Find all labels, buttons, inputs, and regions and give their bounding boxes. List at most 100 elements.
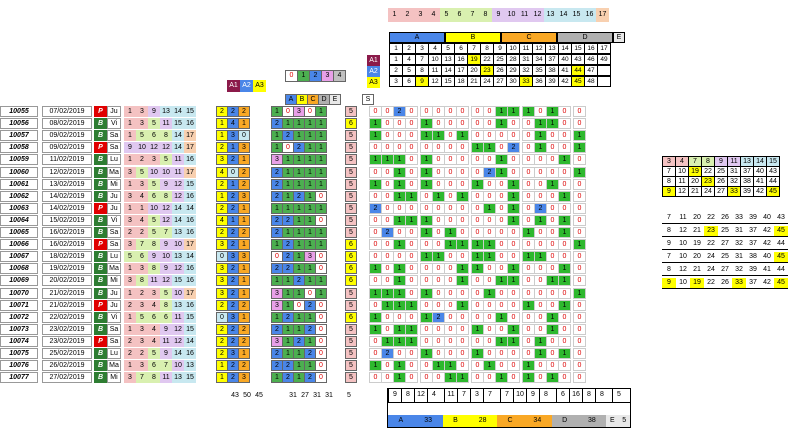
spacer (196, 317, 216, 318)
top-number: 8 (479, 8, 492, 22)
draw-id: 10071 (0, 299, 38, 311)
draw-number: 3 (136, 118, 148, 130)
spacer (196, 196, 216, 197)
bin-cell: 0 (558, 166, 571, 178)
bin-cell: 0 (558, 178, 571, 190)
draw-number: 5 (148, 227, 160, 238)
bin-cell: 0 (573, 202, 586, 214)
draw-number: 1 (124, 154, 136, 166)
draw-number: 3 (136, 299, 148, 311)
draw-number: 8 (160, 190, 172, 202)
bin-cell: 0 (456, 348, 469, 359)
spacer (196, 244, 216, 245)
draw-row: 10075 25/02/2019 B Lu 2 2 5 9 14 16 2 3 1 2 1 1 2 0 5 0 2 0 0 1… (0, 348, 586, 359)
bin-cell: 0 (573, 178, 586, 190)
draw-number: 10 (160, 251, 172, 263)
draw-g-count: 0 (315, 263, 327, 275)
spacer (196, 305, 216, 306)
draw-number: 12 (172, 335, 184, 347)
bin-cell: 0 (405, 130, 418, 142)
draw-s-count: 6 (345, 275, 357, 287)
spacer (249, 159, 271, 160)
draw-number: 13 (172, 251, 184, 263)
draw-row: 10068 19/02/2019 B Ma 1 3 8 9 12 16 3 2 1 2 2 1 1 0 6 1 0 1 0 0… (0, 263, 586, 275)
draw-day: Ju (107, 287, 121, 299)
draw-id: 10066 (0, 239, 38, 251)
spacer (249, 365, 271, 366)
group-b-header: B (445, 32, 501, 43)
a1-label: A1 (227, 80, 240, 92)
bin-cell: 1 (456, 130, 469, 142)
right-top-cell: 21 (688, 186, 702, 197)
grid-row: 2 5 8 11 14 17 20 23 26 29 32 35 38 41 44 47 (389, 65, 629, 76)
draw-row: 10055 07/02/2019 P Ju 1 3 9 13 14 15 2 2 2 1 0 3 0 1 5 0 0 2 0… (0, 106, 586, 117)
spacer (326, 268, 345, 269)
right-top-cell: 39 (740, 186, 754, 197)
draw-a-count: 1 (238, 202, 250, 214)
grid-cell: 8 (415, 65, 429, 76)
right-bottom-cell: 44 (774, 265, 788, 275)
draw-s-count: 5 (345, 348, 357, 359)
bottom-groups-row: A 33 B 28 C 34 D 38 E 5 (388, 415, 630, 427)
draw-row: 10073 23/02/2019 B Sa 1 3 4 9 12 15 2 2 2 2 1 1 2 0 5 1 0 1 1 0… (0, 323, 586, 335)
draw-day: Lu (107, 154, 121, 166)
right-bottom-table: 7 11 20 22 26 33 39 40 43 8 12 21 23 25 31 37 42 45 9 10 19 2… (662, 213, 788, 291)
draw-number: 12 (172, 323, 184, 335)
mini-header-cell: 4 (333, 70, 346, 82)
spacer (196, 377, 216, 378)
bin-cell: 1 (558, 227, 571, 238)
bottom-count: 8 (582, 389, 595, 402)
bin-cell: 0 (507, 239, 520, 251)
right-bottom-cell: 26 (718, 213, 732, 223)
draw-number: 5 (148, 178, 160, 190)
bin-cell: 0 (507, 372, 520, 384)
draw-number: 10 (172, 287, 184, 299)
a-row-label: A2 (367, 66, 380, 77)
draw-number: 13 (184, 360, 196, 372)
draw-number: 2 (136, 348, 148, 359)
draw-type: B (94, 263, 107, 275)
draw-number: 14 (172, 202, 184, 214)
draw-number: 5 (160, 154, 172, 166)
draw-s-count: 6 (345, 311, 357, 323)
draw-row: 10064 15/02/2019 B Vi 3 4 5 12 14 16 4 1 1 2 2 1 1 0 5 0 0 1 1… (0, 214, 586, 226)
spacer (326, 341, 345, 342)
spacer (326, 135, 345, 136)
draw-day: Sa (107, 239, 121, 251)
spacer (326, 159, 345, 160)
draw-number: 8 (148, 239, 160, 251)
right-bottom-cell: 10 (676, 239, 690, 249)
grid-header-cell: 17 (597, 43, 611, 54)
draw-row: 10070 21/02/2019 B Ju 1 2 3 5 10 17 3 2 1 3 1 1 0 1 5 1 1 1 0 1… (0, 287, 586, 299)
draw-number: 9 (160, 263, 172, 275)
draw-number: 12 (160, 275, 172, 287)
spacer (326, 244, 345, 245)
draw-number: 1 (124, 106, 136, 117)
draw-number: 5 (148, 118, 160, 130)
grid-cell: 14 (441, 65, 455, 76)
draw-number: 9 (160, 239, 172, 251)
spacer (357, 244, 369, 245)
draw-row: 10062 14/02/2019 B Ju 3 4 6 8 12 16 1 2 3 2 1 2 1 0 5 0 0 1 1 0… (0, 190, 586, 202)
bin-cell: 0 (405, 372, 418, 384)
top-number: 15 (570, 8, 583, 22)
draw-day: Lu (107, 251, 121, 263)
bottom-count: 8 (595, 389, 608, 402)
draw-date: 09/02/2019 (42, 130, 92, 142)
draw-day: Vi (107, 311, 121, 323)
draw-number: 11 (172, 311, 184, 323)
grid-cell: 20 (467, 65, 481, 76)
grid-cell: 6 (402, 76, 416, 87)
spacer (326, 353, 345, 354)
draw-number: 1 (124, 287, 136, 299)
spacer (249, 280, 271, 281)
mini-header-cell: 3 (321, 70, 334, 82)
draw-date: 16/02/2019 (42, 239, 92, 251)
draw-number: 16 (184, 190, 196, 202)
draw-g-count: 1 (315, 154, 327, 166)
right-bottom-cell: 40 (760, 252, 774, 262)
right-bottom-cell: 11 (676, 213, 690, 223)
top-number: 13 (544, 8, 557, 22)
draw-a-count: 2 (238, 335, 250, 347)
grid-cell: 22 (480, 54, 494, 65)
